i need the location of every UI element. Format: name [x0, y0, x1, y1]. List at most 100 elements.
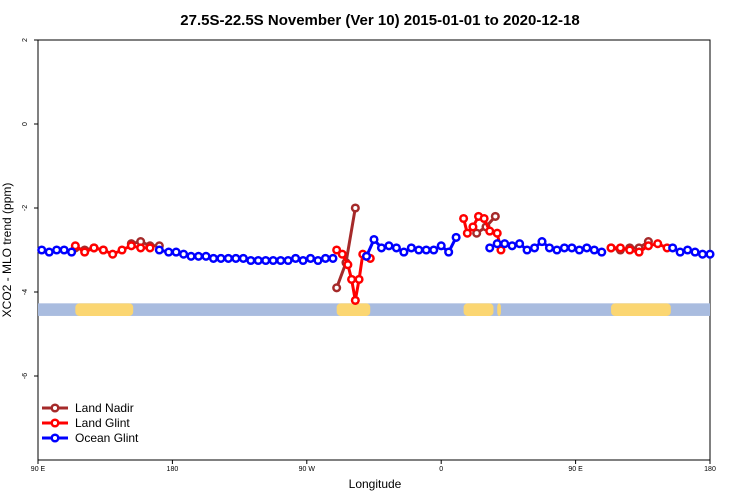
data-point [705, 249, 715, 259]
data-point [108, 249, 118, 259]
data-point [459, 213, 469, 224]
data-point [37, 245, 47, 255]
x-tick-label: 90 W [299, 466, 316, 473]
data-point [208, 253, 219, 263]
legend-label: Ocean Glint [75, 431, 139, 445]
legend-item: Ocean Glint [42, 431, 139, 445]
data-point [436, 241, 446, 251]
data-point [332, 245, 342, 255]
data-point [171, 247, 181, 257]
data-point [261, 255, 271, 266]
data-point [496, 245, 506, 255]
data-point [414, 245, 424, 255]
data-point [690, 247, 700, 257]
data-point [429, 245, 439, 255]
data-point [537, 237, 547, 247]
data-point [89, 243, 99, 253]
data-point [406, 243, 416, 253]
data-point [479, 213, 489, 224]
data-point [328, 253, 338, 263]
data-point [522, 245, 532, 255]
x-tick-label: 0 [439, 466, 443, 473]
data-point [283, 255, 293, 266]
land-span [336, 303, 371, 316]
y-tick-label: -4 [22, 289, 29, 295]
data-point [320, 253, 331, 263]
data-point [625, 245, 635, 255]
data-point [472, 228, 482, 238]
data-point [145, 243, 155, 253]
data-point [276, 255, 286, 266]
series-layer [37, 203, 715, 305]
data-point [136, 243, 146, 253]
legend-marker [50, 433, 60, 443]
data-point [268, 255, 278, 266]
data-point [70, 241, 80, 251]
data-point [500, 239, 510, 249]
data-point [179, 249, 189, 259]
data-point [313, 255, 323, 266]
data-point [298, 255, 308, 266]
data-point [347, 274, 357, 284]
data-point [574, 245, 584, 255]
data-point [343, 260, 353, 270]
data-point [634, 247, 644, 257]
series-line [130, 240, 160, 248]
axes: 90 E 180 90 W 0 90 E 180 2 0 -2 -4 -6 [22, 38, 716, 473]
data-point [606, 243, 616, 253]
data-point [675, 247, 685, 257]
data-point [216, 253, 226, 263]
land-span [75, 303, 134, 316]
data-point [615, 243, 625, 253]
data-point [492, 228, 502, 238]
y-tick-label: -2 [22, 205, 29, 211]
data-point [582, 243, 592, 253]
data-point [52, 245, 62, 255]
data-point [350, 203, 360, 213]
x-tick-label: 90 E [31, 466, 46, 473]
data-point [376, 243, 387, 253]
land-span [497, 303, 501, 316]
chart-title: 27.5S-22.5S November (Ver 10) 2015-01-01… [180, 12, 579, 29]
legend-item: Land Glint [42, 416, 130, 430]
x-tick-label: 90 E [568, 466, 583, 473]
data-point [468, 222, 478, 232]
data-point [391, 243, 401, 253]
legend-label: Land Glint [75, 416, 130, 430]
data-point [597, 247, 607, 257]
data-point [552, 245, 562, 255]
data-point [485, 243, 495, 253]
legend-label: Land Nadir [75, 401, 134, 415]
surface-band [38, 303, 710, 316]
legend-marker [50, 418, 60, 428]
data-point [246, 255, 256, 266]
data-point [515, 239, 525, 249]
data-point [369, 234, 379, 245]
data-point [67, 247, 77, 257]
data-point [384, 241, 394, 251]
y-tick-label: -6 [22, 373, 29, 379]
data-point [490, 211, 500, 221]
y-tick-label: 2 [22, 38, 29, 42]
series-land-glint [70, 211, 672, 305]
series-ocean-glint [37, 232, 715, 266]
data-point [201, 251, 211, 261]
data-point [507, 241, 517, 251]
data-point [361, 251, 372, 261]
data-point [462, 228, 472, 238]
data-point [399, 247, 409, 257]
land-span [611, 303, 671, 316]
data-point [98, 245, 108, 255]
data-point [253, 255, 263, 266]
x-tick-label: 180 [167, 466, 179, 473]
data-point [683, 245, 693, 255]
data-point [485, 226, 495, 236]
data-point [354, 274, 364, 284]
data-point [444, 247, 454, 257]
data-point [697, 249, 708, 259]
data-point [223, 253, 233, 263]
data-point [154, 245, 164, 255]
y-axis-label: XCO2 - MLO trend (ppm) [0, 183, 14, 318]
